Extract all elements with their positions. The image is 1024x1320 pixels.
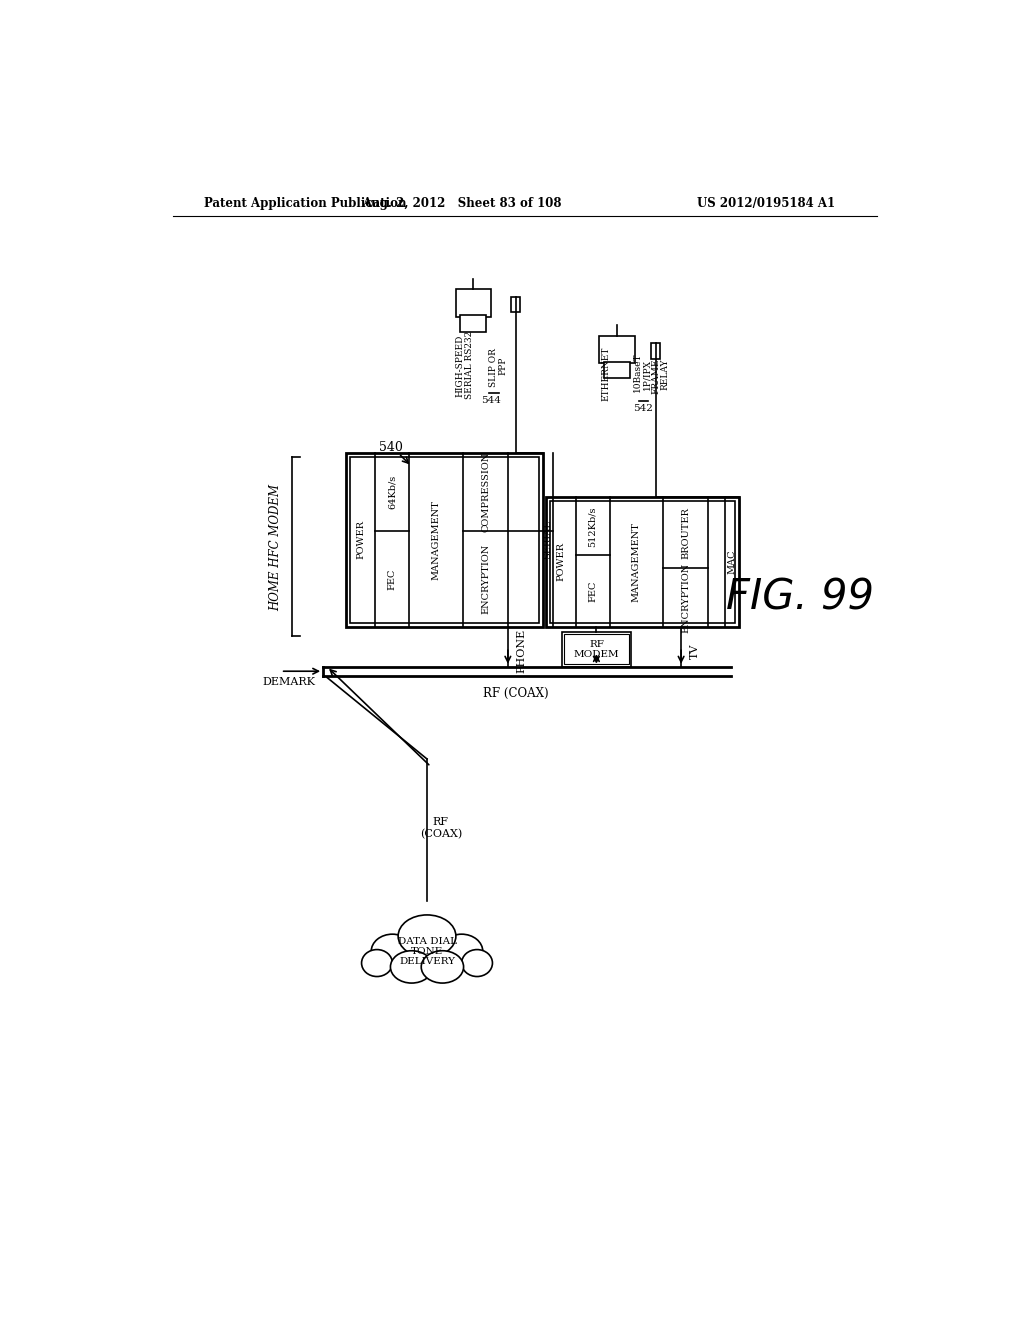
Bar <box>550 502 735 623</box>
Text: 544: 544 <box>481 396 501 405</box>
Ellipse shape <box>398 915 456 957</box>
Text: TV: TV <box>690 644 700 659</box>
Ellipse shape <box>421 950 464 983</box>
Text: 540: 540 <box>379 441 402 454</box>
Text: Aug. 2, 2012   Sheet 83 of 108: Aug. 2, 2012 Sheet 83 of 108 <box>361 197 561 210</box>
Bar <box>456 289 490 317</box>
Text: FRAME: FRAME <box>651 359 660 395</box>
Text: 512Kb/s: 512Kb/s <box>588 506 597 546</box>
Text: RF (COAX): RF (COAX) <box>482 686 549 700</box>
Text: SERIAL RS232: SERIAL RS232 <box>465 330 474 399</box>
Text: POWER: POWER <box>356 520 366 560</box>
Text: MAC: MAC <box>727 549 736 574</box>
Text: 10BaseT: 10BaseT <box>633 352 642 392</box>
Text: ENCRYPTION: ENCRYPTION <box>681 562 690 632</box>
Text: FEC: FEC <box>588 581 597 602</box>
Text: MANAGEMENT: MANAGEMENT <box>632 521 641 602</box>
Bar <box>511 297 520 313</box>
Text: US 2012/0195184 A1: US 2012/0195184 A1 <box>696 197 835 210</box>
Text: ENCRYPTION: ENCRYPTION <box>481 544 490 614</box>
Ellipse shape <box>371 935 414 969</box>
Ellipse shape <box>390 950 433 983</box>
Text: HIGH-SPEED: HIGH-SPEED <box>456 335 465 397</box>
Text: RF
(COAX): RF (COAX) <box>420 817 462 840</box>
Text: Patent Application Publication: Patent Application Publication <box>204 197 407 210</box>
Bar <box>350 457 539 623</box>
Ellipse shape <box>462 949 493 977</box>
Text: 64Kb/s: 64Kb/s <box>388 475 397 510</box>
Text: RELAY: RELAY <box>660 358 670 389</box>
Text: COMPRESSION: COMPRESSION <box>481 453 490 532</box>
Bar <box>599 335 635 363</box>
Text: PHONE: PHONE <box>517 630 526 673</box>
Text: 542: 542 <box>634 404 653 413</box>
Bar <box>547 498 739 627</box>
Text: DEMARK: DEMARK <box>262 677 315 686</box>
Text: ETHERNET: ETHERNET <box>602 347 611 401</box>
Text: PPP: PPP <box>499 358 508 375</box>
Ellipse shape <box>361 949 392 977</box>
Bar <box>562 632 631 667</box>
Bar <box>564 635 629 664</box>
Text: FIG. 99: FIG. 99 <box>726 577 874 618</box>
Bar <box>651 343 660 359</box>
Bar <box>346 453 543 627</box>
Text: FEC: FEC <box>388 568 397 590</box>
Text: POWER: POWER <box>556 543 565 581</box>
Bar <box>604 362 630 379</box>
Text: 1P/IPX: 1P/IPX <box>642 359 651 389</box>
Text: RF
MODEM: RF MODEM <box>573 640 620 659</box>
Text: MANAGEMENT: MANAGEMENT <box>432 500 440 579</box>
Text: SERIAL: SERIAL <box>543 520 552 560</box>
Bar <box>461 315 486 333</box>
Text: HOME HFC MODEM: HOME HFC MODEM <box>269 483 282 611</box>
Ellipse shape <box>440 935 483 969</box>
Text: SLIP OR: SLIP OR <box>489 348 499 387</box>
Text: DATA DIAL
TONE
DELIVERY: DATA DIAL TONE DELIVERY <box>397 937 457 966</box>
Text: BROUTER: BROUTER <box>681 507 690 558</box>
